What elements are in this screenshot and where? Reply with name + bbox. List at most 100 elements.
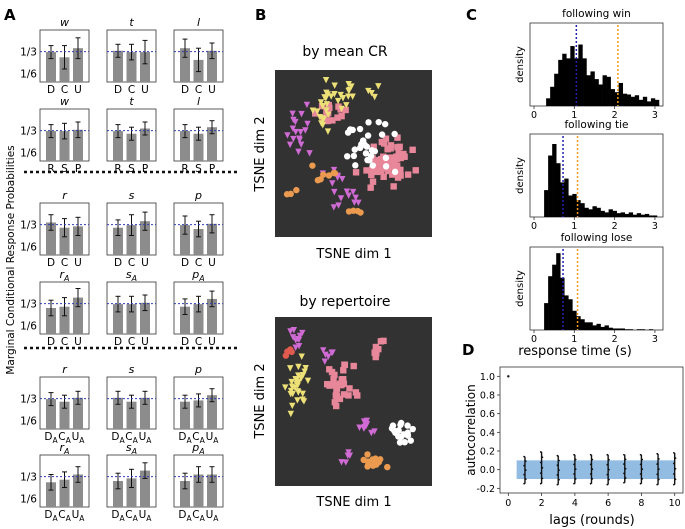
- tsne-point: [339, 175, 346, 183]
- tsne-point: [378, 157, 385, 164]
- autocorr-point: [539, 472, 542, 474]
- histogram-bar: [648, 329, 654, 330]
- response-bar: [180, 401, 190, 429]
- histogram-bar: [606, 76, 611, 106]
- response-bar: [193, 304, 204, 334]
- x-tick-label: D: [114, 84, 122, 96]
- x-tick-label: 10: [669, 498, 681, 509]
- response-bar: [207, 298, 217, 334]
- x-tick-label: DA: [178, 509, 192, 523]
- tsne-point: [330, 375, 337, 383]
- tsne-point: [289, 110, 296, 117]
- response-bar: [73, 297, 83, 334]
- x-tick-label: 0: [505, 498, 511, 509]
- autocorr-point: [589, 482, 592, 485]
- histogram-bar: [588, 209, 593, 217]
- histogram-bar: [624, 329, 630, 330]
- tsne-point: [314, 108, 321, 115]
- x-tick-label: UA: [72, 509, 86, 523]
- tsne-point: [338, 459, 345, 466]
- tsne-point: [287, 328, 294, 335]
- tsne-point: [381, 120, 389, 128]
- histogram-bar: [616, 328, 621, 330]
- autocorrelation-ylabel: autocorrelation: [464, 384, 478, 475]
- response-bar: [59, 306, 70, 334]
- autocorr-point: [556, 474, 559, 476]
- tsne-point: [319, 122, 327, 129]
- tsne-point: [323, 107, 330, 114]
- histogram-bar: [628, 329, 634, 330]
- histogram-bar: [544, 190, 549, 217]
- autocorr-point: [591, 477, 594, 480]
- tsne-point: [340, 367, 347, 374]
- x-tick-label: U: [208, 84, 216, 96]
- response-bar: [113, 227, 123, 255]
- autocorr-point: [589, 473, 592, 475]
- tsne-point: [397, 419, 405, 427]
- response-bar: [46, 482, 56, 507]
- x-tick-label: U: [208, 257, 216, 269]
- histogram-bar: [638, 99, 644, 106]
- tsne-point: [342, 459, 350, 466]
- tsne-point: [369, 462, 377, 469]
- autocorr-point: [524, 478, 527, 481]
- histogram-bar: [560, 182, 565, 217]
- tsne-point: [292, 128, 299, 136]
- autocorr-point: [639, 463, 642, 466]
- tsne-point: [309, 107, 317, 114]
- subplot-title: t: [129, 95, 134, 108]
- tsne-point: [337, 91, 344, 99]
- tsne-point: [401, 439, 408, 446]
- tsne-point: [372, 343, 380, 351]
- y-tick-label: 0.4: [480, 428, 495, 439]
- response-bar: [180, 48, 190, 82]
- subplot-title: rA: [60, 441, 70, 456]
- histogram-bar: [568, 195, 573, 217]
- tsne-point: [316, 114, 323, 121]
- autocorr-point: [606, 453, 609, 456]
- tsne-point: [294, 388, 302, 395]
- x-tick-label: DA: [178, 431, 192, 445]
- tsne-point: [323, 89, 330, 97]
- subplot-title: r: [62, 189, 68, 202]
- subplot-title: l: [197, 16, 200, 29]
- autocorr-point: [608, 458, 610, 461]
- histogram-bar: [556, 253, 561, 330]
- histogram-bar: [566, 58, 571, 106]
- tsne-point: [302, 127, 309, 134]
- response-bar: [193, 474, 204, 507]
- tsne-point: [361, 141, 368, 149]
- histogram-bar: [586, 75, 591, 106]
- y-tick-label: 1/6: [20, 147, 37, 159]
- autocorr-point: [641, 468, 644, 471]
- y-tick-label: 1/3: [20, 47, 37, 59]
- histogram-bar: [628, 212, 634, 217]
- histogram-bar: [576, 316, 581, 330]
- histogram-bar: [650, 98, 656, 106]
- tsne-point: [380, 173, 387, 181]
- response-bar: [207, 474, 217, 507]
- autocorr-point: [624, 458, 627, 461]
- x-tick-label: 1: [571, 221, 577, 232]
- x-tick-label: CA: [192, 431, 205, 445]
- tsne-point: [346, 385, 353, 392]
- histogram-bar: [602, 75, 607, 106]
- tsne-point: [332, 392, 339, 399]
- response-bar: [140, 221, 150, 255]
- x-tick-label: U: [141, 336, 149, 348]
- tsne-point: [290, 116, 297, 124]
- response-bar: [126, 52, 137, 82]
- histogram-bar: [620, 328, 626, 330]
- autocorr-point: [623, 481, 625, 484]
- tsne-point: [360, 425, 368, 432]
- histogram-bar: [634, 95, 640, 106]
- histogram-bar: [636, 213, 642, 217]
- tsne-point: [382, 163, 390, 170]
- tsne-point: [384, 146, 391, 153]
- tsne-point: [365, 87, 372, 95]
- x-tick-label: 0: [531, 221, 537, 232]
- tsne-point: [341, 361, 348, 368]
- histogram-bar: [642, 96, 648, 106]
- autocorr-point: [656, 473, 659, 476]
- response-bar: [113, 481, 123, 507]
